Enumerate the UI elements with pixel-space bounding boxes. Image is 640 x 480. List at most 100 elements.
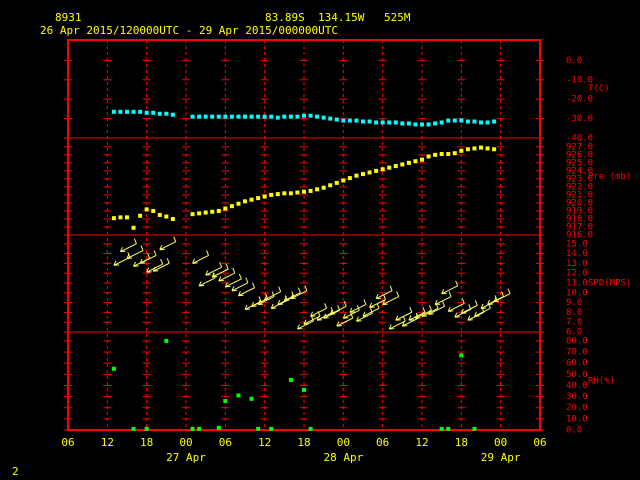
point	[361, 172, 365, 177]
x-tick-label: 00	[494, 436, 507, 449]
wind-barb	[198, 272, 216, 287]
point	[223, 399, 228, 404]
wind-barb	[290, 285, 308, 300]
point	[367, 170, 372, 175]
point	[131, 225, 136, 230]
point	[406, 160, 411, 165]
wind-barb	[205, 261, 223, 276]
page-number: 2	[12, 465, 19, 478]
y-tick-label: 920.0	[566, 198, 593, 208]
wind-barb	[460, 300, 478, 314]
wind-barb	[113, 252, 131, 266]
point	[387, 165, 392, 170]
wind-barb	[493, 288, 511, 303]
point	[321, 115, 326, 120]
point	[243, 114, 247, 119]
point	[439, 426, 444, 431]
point	[295, 190, 300, 195]
y-tick-label: -10.0	[566, 75, 593, 85]
wind-barb	[375, 285, 393, 300]
x-tick-label: 12	[415, 436, 428, 449]
point	[138, 109, 143, 114]
wind-barb	[211, 263, 229, 278]
point	[308, 188, 313, 193]
point	[269, 192, 274, 197]
point	[334, 117, 339, 122]
point	[465, 119, 470, 124]
point	[269, 114, 274, 119]
point	[210, 209, 215, 214]
point	[380, 167, 385, 172]
point	[446, 426, 451, 431]
point	[433, 121, 438, 126]
point	[446, 152, 451, 157]
point	[216, 208, 221, 213]
point	[236, 201, 241, 206]
elev: 525M	[384, 11, 411, 24]
y-tick-label: 922.0	[566, 182, 593, 192]
point	[479, 120, 483, 125]
x-tick-label: 06	[61, 436, 74, 449]
point	[452, 151, 457, 156]
wind-barb	[310, 303, 328, 317]
wind-barb	[395, 307, 413, 321]
point	[315, 114, 320, 119]
wind-barb	[139, 250, 157, 264]
point	[138, 213, 143, 218]
date-label: 29 Apr	[481, 451, 521, 464]
point	[203, 210, 208, 215]
point	[275, 115, 280, 120]
wind-barb	[342, 305, 360, 319]
wind-barb	[264, 286, 282, 301]
point	[125, 215, 129, 220]
y-tick-label: 7.0	[566, 318, 582, 328]
point	[197, 211, 202, 216]
point	[262, 114, 267, 119]
x-tick-label: 00	[179, 436, 192, 449]
axis-label: Pre (mb)	[588, 172, 631, 182]
y-tick-label: 10.0	[566, 414, 588, 424]
point	[341, 178, 346, 183]
y-tick-label: 919.0	[566, 206, 593, 216]
point	[256, 114, 261, 119]
point	[144, 207, 149, 212]
point	[492, 119, 497, 124]
y-tick-label: 6.0	[566, 328, 582, 338]
point	[420, 122, 424, 127]
point	[131, 426, 136, 431]
axis-label: RH(%)	[588, 377, 615, 387]
wind-barb	[126, 245, 144, 260]
y-tick-label: -40.0	[566, 134, 593, 144]
x-tick-label: 00	[337, 436, 350, 449]
point	[315, 187, 320, 192]
point	[439, 120, 444, 125]
y-tick-label: 8.0	[566, 308, 582, 318]
x-tick-label: 12	[101, 436, 114, 449]
point	[302, 113, 306, 118]
x-tick-label: 06	[219, 436, 232, 449]
y-tick-label: 30.0	[566, 392, 588, 402]
point	[387, 120, 392, 125]
wind-barb	[231, 277, 249, 292]
period: 26 Apr 2015/120000UTC - 29 Apr 2015/0000…	[40, 24, 338, 37]
point	[400, 121, 405, 126]
point	[433, 152, 438, 157]
y-tick-label: 11.0	[566, 279, 588, 289]
point	[216, 114, 221, 119]
point	[485, 120, 490, 125]
point	[249, 197, 254, 202]
point	[459, 148, 464, 153]
y-tick-label: 80.0	[566, 336, 588, 346]
wind-barb	[296, 315, 314, 330]
wind-barb	[362, 303, 380, 317]
y-tick-label: 917.0	[566, 222, 593, 232]
wind-barb	[218, 267, 236, 282]
point	[210, 114, 215, 119]
y-tick-label: 20.0	[566, 403, 588, 413]
point	[347, 118, 352, 123]
wind-barb	[428, 301, 446, 315]
y-tick-label: 40.0	[566, 381, 588, 391]
point	[125, 109, 129, 114]
point	[446, 118, 451, 123]
